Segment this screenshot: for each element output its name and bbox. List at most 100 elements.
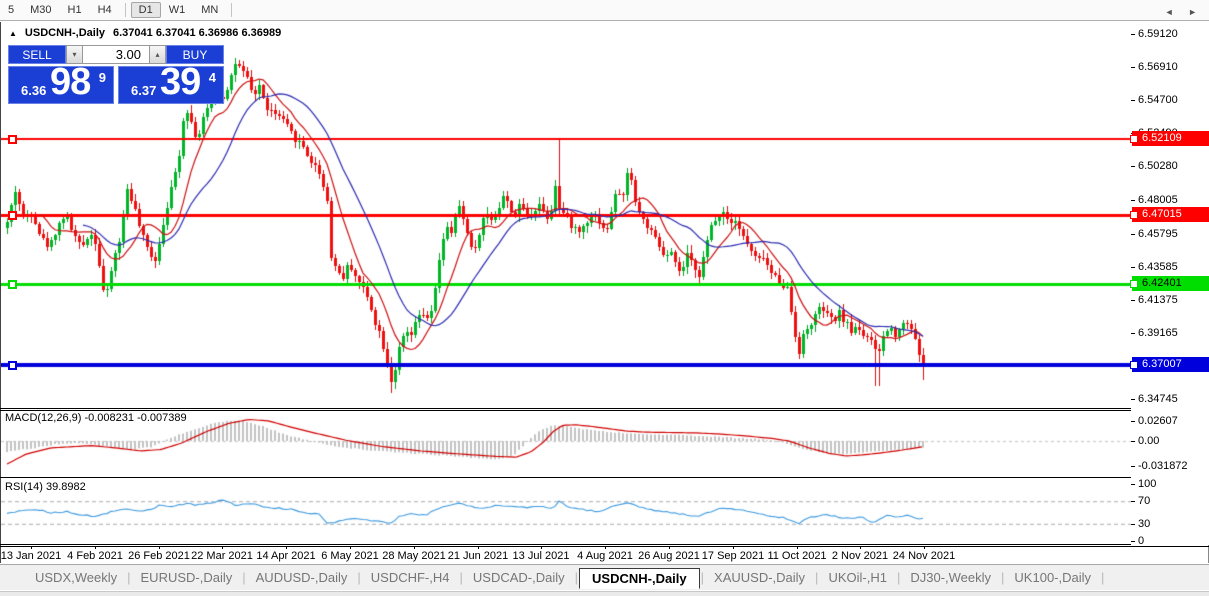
pane-separator[interactable] [0, 410, 1209, 411]
date-axis-label: 2 Nov 2021 [831, 550, 889, 562]
price-axis-tick [1131, 266, 1135, 268]
price-axis-label: 6.59120 [1138, 28, 1178, 40]
chart-tab-dj30-weekly[interactable]: DJ30-,Weekly [910, 570, 992, 585]
price-axis-tick [1131, 166, 1135, 168]
pane-separator[interactable] [0, 544, 1209, 545]
chart-tab-eurusd-daily[interactable]: EURUSD-,Daily [140, 570, 233, 585]
price-axis-label: 6.34745 [1138, 393, 1178, 406]
price-level-badge-6.47015: 6.47015 [1130, 207, 1209, 223]
price-axis-tick [1131, 332, 1135, 334]
quote-ohlc-values: 6.37041 6.37041 6.36986 6.36989 [113, 27, 282, 39]
date-axis-label: 26 Aug 2021 [638, 550, 700, 562]
rsi-axis-label: 30 [1138, 517, 1151, 530]
chart-tab-uk100-daily[interactable]: UK100-,Daily [1014, 570, 1092, 585]
tab-scroll-right-icon[interactable]: ► [1188, 7, 1197, 17]
tab-scroll-left-icon[interactable]: ◄ [1164, 7, 1174, 17]
macd-axis-tick [1131, 420, 1135, 422]
window-bottom-strip [0, 591, 1209, 596]
chart-tab-audusd-daily[interactable]: AUDUSD-,Daily [255, 570, 348, 585]
timeframe-button-m30[interactable]: M30 [30, 4, 52, 16]
timeframe-button-w1[interactable]: W1 [168, 4, 186, 16]
volume-decrease-button[interactable]: ▾ [66, 45, 83, 64]
date-axis-tick [478, 546, 479, 549]
chart-tab-xauusd-daily[interactable]: XAUUSD-,Daily [714, 570, 806, 585]
buy-price-pip: 4 [208, 70, 216, 85]
chart-frame-left [0, 22, 1, 563]
rsi-axis-label: 0 [1138, 535, 1145, 547]
timeframe-button-d1[interactable]: D1 [130, 2, 161, 18]
rsi-axis-tick [1131, 501, 1135, 503]
date-axis-tick [924, 546, 925, 549]
timeframe-button-h1[interactable]: H1 [67, 4, 82, 16]
sell-price-prefix: 6.36 [21, 83, 47, 98]
price-axis-tick [1131, 233, 1135, 235]
timeframe-button-5[interactable]: 5 [8, 4, 15, 16]
hline-drag-handle[interactable] [8, 135, 17, 144]
price-axis-label: 6.45795 [1138, 227, 1178, 240]
date-axis-tick [95, 546, 96, 549]
date-axis-tick [733, 546, 734, 549]
pane-separator[interactable] [0, 408, 1209, 409]
price-axis-tick [1131, 299, 1135, 301]
pane-separator[interactable] [0, 546, 1209, 547]
hline-drag-handle[interactable] [8, 361, 17, 371]
price-axis-label: 6.48005 [1138, 194, 1178, 207]
price-chart-canvas[interactable] [1, 22, 1131, 545]
date-axis-label: 17 Sep 2021 [701, 550, 765, 562]
tab-separator: | [357, 570, 361, 585]
rsi-indicator-label: RSI(14) 39.8982 [5, 481, 86, 493]
timeframe-button-h4[interactable]: H4 [97, 4, 112, 16]
chart-tab-usdx-weekly[interactable]: USDX,Weekly [35, 570, 118, 585]
date-axis-tick [605, 546, 606, 549]
chart-tab-usdcad-daily[interactable]: USDCAD-,Daily [472, 570, 565, 585]
chart-tab-usdcnh-daily[interactable]: USDCNH-,Daily [579, 568, 700, 589]
price-axis-tick [1131, 399, 1135, 401]
macd-axis-label: 0.00 [1138, 435, 1160, 447]
sell-price-main: 98 [50, 61, 91, 103]
chart-tab-ukoil-h1[interactable]: UKOil-,H1 [828, 570, 887, 585]
rsi-axis-tick [1131, 541, 1135, 542]
sell-button[interactable]: SELL [8, 45, 66, 64]
date-axis-label: 24 Nov 2021 [892, 550, 956, 562]
tab-scroll-nav: ◄ ► [1153, 7, 1197, 17]
level-anchor-icon [1130, 135, 1138, 143]
date-axis-label: 6 May 2021 [321, 550, 379, 562]
buy-button[interactable]: BUY [166, 45, 224, 64]
macd-axis-label: -0.031872 [1138, 459, 1188, 472]
volume-input[interactable]: 3.00 [83, 45, 149, 64]
date-axis-tick [860, 546, 861, 549]
quote-line: ▲ USDCNH-,Daily 6.37041 6.37041 6.36986 … [9, 27, 281, 39]
hline-drag-handle[interactable] [8, 280, 17, 290]
timeframe-button-mn[interactable]: MN [201, 4, 219, 16]
date-axis-tick [350, 546, 351, 549]
buy-price-prefix: 6.37 [131, 83, 157, 98]
price-axis-tick [1131, 200, 1135, 202]
date-axis-label: 28 May 2021 [382, 550, 446, 562]
tab-separator: | [1101, 570, 1105, 585]
price-axis-tick [1131, 34, 1135, 35]
price-axis-label: 6.50280 [1138, 160, 1178, 173]
price-axis-label: 6.39165 [1138, 326, 1178, 339]
date-axis-label: 26 Feb 2021 [128, 550, 190, 562]
volume-increase-button[interactable]: ▴ [149, 45, 166, 64]
sell-price-box[interactable]: 6.36 98 9 [8, 61, 114, 104]
date-axis-tick [159, 546, 160, 549]
chart-tabs-bar: USDX,Weekly | EURUSD-,Daily | AUDUSD-,Daily |… [0, 564, 1209, 590]
tab-separator: | [459, 570, 463, 585]
date-axis-tick [222, 546, 223, 549]
tab-separator: | [127, 570, 131, 585]
date-axis-label: 4 Feb 2021 [67, 550, 123, 562]
collapse-up-triangle-icon[interactable]: ▲ [9, 28, 17, 38]
price-axis: 6.591206.569106.547006.524906.502806.480… [1130, 22, 1209, 547]
buy-price-box[interactable]: 6.37 39 4 [118, 61, 224, 104]
hline-drag-handle[interactable] [8, 211, 17, 221]
price-axis-tick [1131, 67, 1135, 69]
pane-separator[interactable] [0, 477, 1209, 478]
quote-symbol-title: USDCNH-,Daily [24, 27, 105, 39]
level-anchor-icon [1130, 280, 1138, 289]
tab-separator: | [242, 570, 246, 585]
date-axis-label: 4 Aug 2021 [577, 550, 633, 562]
chart-tab-usdchf-h4[interactable]: USDCHF-,H4 [370, 570, 450, 585]
date-axis-label: 13 Jul 2021 [512, 550, 570, 562]
price-axis-tick [1131, 100, 1135, 102]
